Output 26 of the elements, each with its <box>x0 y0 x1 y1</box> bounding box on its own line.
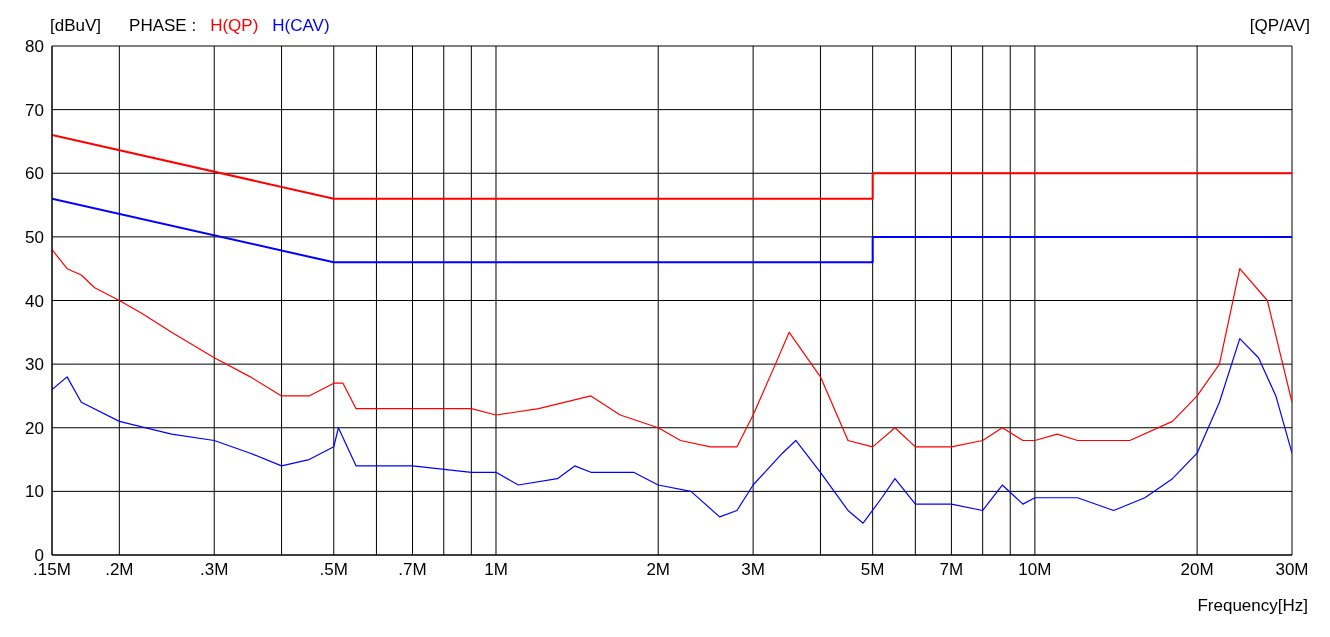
x-tick-label: 5M <box>860 560 885 580</box>
y-axis-title: [dBuV] <box>50 16 102 36</box>
x-tick-label: .3M <box>200 560 229 580</box>
x-tick-label: 1M <box>484 560 508 580</box>
x-tick-label: 30M <box>1275 560 1309 580</box>
text: H(CAV) <box>272 16 330 36</box>
x-tick-label: 20M <box>1180 560 1214 580</box>
y-tick-label: 30 <box>25 355 44 375</box>
x-tick-label: 7M <box>939 560 964 580</box>
legend-title: PHASE : <box>129 16 197 36</box>
y-tick-label: 50 <box>25 227 44 247</box>
text: H(QP) <box>210 16 259 36</box>
text: [QP/AV] <box>1249 16 1310 35</box>
y-tick-label: 40 <box>25 291 44 311</box>
x-tick-label: .7M <box>398 560 427 580</box>
x-tick-label: .2M <box>105 560 134 580</box>
y-tick-label: 80 <box>25 37 44 57</box>
y-tick-label: 20 <box>25 418 44 438</box>
y-tick-label: 60 <box>25 164 44 184</box>
x-tick-label: .5M <box>319 560 348 580</box>
y-tick-label: 70 <box>25 100 44 120</box>
x-axis-title: Frequency[Hz] <box>1196 596 1309 616</box>
x-tick-label: 3M <box>741 560 765 580</box>
x-tick-label: 2M <box>646 560 671 580</box>
y-tick-label: 10 <box>25 482 44 502</box>
x-tick-label: 10M <box>1018 560 1052 580</box>
